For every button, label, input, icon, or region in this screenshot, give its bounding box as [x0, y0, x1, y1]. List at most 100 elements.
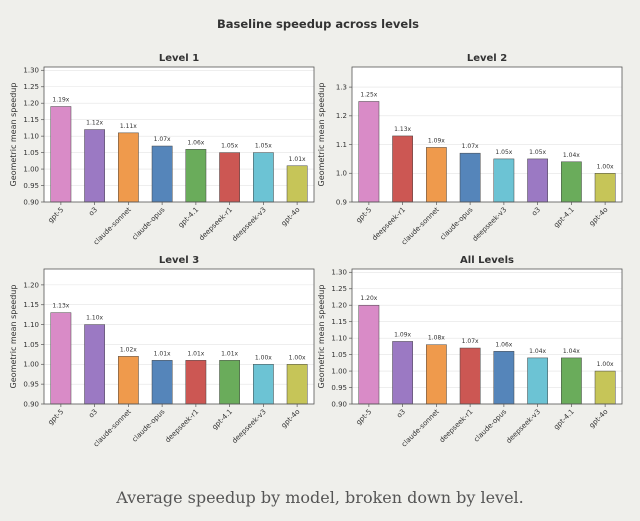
x-tick-label: claude-opus — [472, 408, 508, 444]
data-label: 1.01x — [289, 156, 306, 163]
x-tick-label: gpt-4o — [280, 408, 302, 430]
data-label: 1.10x — [86, 315, 103, 322]
bar-gpt-5 — [358, 304, 380, 405]
data-label: 1.25x — [360, 91, 377, 98]
x-tick-label: o3 — [87, 206, 99, 218]
data-label: 1.00x — [597, 361, 614, 368]
y-tick-label: 0.90 — [23, 198, 39, 206]
y-tick-label: 1.25 — [331, 285, 347, 293]
y-tick-label: 1.3 — [336, 84, 347, 92]
bar-gpt-4o — [594, 370, 616, 405]
y-tick-label: 0.95 — [23, 182, 39, 190]
x-tick-label: deepseek-r1 — [438, 408, 475, 445]
chart-panel-1: 0.90 0.95 1.00 1.05 1.10 1.15 1.20 1.25 1.30 1.19… — [9, 53, 315, 247]
y-tick-label: 1.20 — [331, 302, 347, 310]
y-axis-label: Geometric mean speedup — [9, 285, 18, 389]
bar-gpt-4o — [594, 173, 616, 203]
bar-o3 — [84, 324, 105, 405]
y-tick-label: 1.2 — [336, 112, 347, 120]
y-tick-label: 1.15 — [331, 318, 347, 326]
y-tick-label: 1.00 — [331, 367, 347, 375]
bar-gpt-4.1 — [561, 161, 582, 203]
x-tick-label: o3 — [395, 408, 407, 420]
y-tick-label: 1.05 — [23, 341, 39, 349]
bar-deepseek-v3 — [253, 364, 274, 405]
data-label: 1.11x — [120, 123, 137, 130]
chart-panel-4: 0.90 0.95 1.00 1.05 1.10 1.15 1.20 1.25 1.30 1.20… — [317, 255, 623, 449]
y-tick-label: 1.05 — [331, 351, 347, 359]
data-label: 1.01x — [187, 350, 204, 357]
data-label: 1.04x — [563, 348, 580, 355]
bar-gpt-5 — [50, 106, 72, 203]
data-label: 1.19x — [52, 97, 69, 104]
y-tick-label: 1.15 — [23, 301, 39, 309]
y-tick-label: 1.25 — [23, 83, 39, 91]
bar-deepseek-r1 — [459, 347, 481, 405]
data-label: 1.05x — [529, 149, 546, 156]
x-tick-label: o3 — [87, 408, 99, 420]
bar-claude-opus — [151, 145, 173, 203]
bar-gpt-4.1 — [219, 360, 240, 405]
bar-deepseek-v3 — [527, 357, 548, 405]
y-tick-label: 1.20 — [23, 281, 39, 289]
bar-gpt-4.1 — [185, 149, 207, 203]
chart-panel-3: 0.90 0.95 1.00 1.05 1.10 1.15 1.20 1.13x gpt-5 1.… — [9, 255, 315, 449]
bar-o3 — [84, 129, 105, 203]
y-tick-label: 0.90 — [331, 400, 347, 408]
x-tick-label: gpt-4.1 — [210, 408, 234, 432]
bar-deepseek-r1 — [392, 135, 413, 203]
y-tick-label: 1.15 — [23, 116, 39, 124]
data-label: 1.04x — [563, 152, 580, 159]
data-label: 1.07x — [462, 143, 479, 150]
data-label: 1.13x — [52, 303, 69, 310]
figure-caption: Average speedup by model, broken down by… — [116, 488, 524, 507]
data-label: 1.07x — [462, 338, 479, 345]
bar-gpt-4.1 — [561, 357, 582, 405]
x-tick-label: gpt-5 — [46, 408, 65, 427]
bar-o3 — [527, 158, 548, 203]
x-tick-label: gpt-4o — [588, 408, 610, 430]
bar-deepseek-r1 — [185, 360, 207, 405]
data-label: 1.08x — [428, 335, 445, 342]
x-tick-label: gpt-5 — [354, 408, 373, 427]
x-tick-label: gpt-5 — [354, 206, 373, 225]
y-tick-label: 1.10 — [23, 321, 39, 329]
x-tick-label: deepseek-r1 — [371, 206, 408, 243]
plot-frame — [43, 268, 315, 405]
x-tick-label: deepseek-v3 — [471, 206, 508, 243]
plot-frame — [43, 66, 315, 203]
y-tick-label: 1.00 — [23, 361, 39, 369]
bar-claude-opus — [493, 351, 515, 405]
y-tick-label: 1.10 — [331, 335, 347, 343]
data-label: 1.09x — [428, 137, 445, 144]
data-label: 1.01x — [221, 350, 238, 357]
x-tick-label: gpt-4.1 — [552, 408, 576, 432]
y-tick-label: 0.9 — [336, 198, 347, 206]
bar-gpt-5 — [50, 312, 72, 405]
x-tick-label: claude-opus — [439, 206, 475, 242]
data-label: 1.09x — [394, 331, 411, 338]
panel-title: Level 1 — [159, 53, 199, 64]
x-tick-label: claude-opus — [131, 206, 167, 242]
bar-o3 — [392, 341, 413, 405]
data-label: 1.20x — [360, 295, 377, 302]
panel-title: All Levels — [460, 255, 514, 266]
bar-gpt-4o — [286, 364, 308, 405]
figure-title: Baseline speedup across levels — [217, 17, 419, 31]
bar-claude-sonnet — [426, 344, 447, 405]
bar-claude-sonnet — [118, 132, 139, 203]
bar-claude-sonnet — [426, 147, 447, 203]
x-tick-label: deepseek-v3 — [230, 206, 267, 243]
panel-title: Level 3 — [159, 255, 199, 266]
y-tick-label: 0.90 — [23, 400, 39, 408]
chart-panel-2: 0.9 1.0 1.1 1.2 1.3 1.25x gpt-5 1.13x deepseek-r… — [317, 53, 623, 247]
bar-claude-sonnet — [118, 356, 139, 405]
x-tick-label: gpt-5 — [46, 206, 65, 225]
x-tick-label: deepseek-r1 — [164, 408, 201, 445]
x-tick-label: gpt-4.1 — [177, 206, 201, 230]
data-label: 1.05x — [495, 149, 512, 156]
data-label: 1.07x — [154, 136, 171, 143]
data-label: 1.05x — [221, 143, 238, 150]
data-label: 1.06x — [187, 139, 204, 146]
